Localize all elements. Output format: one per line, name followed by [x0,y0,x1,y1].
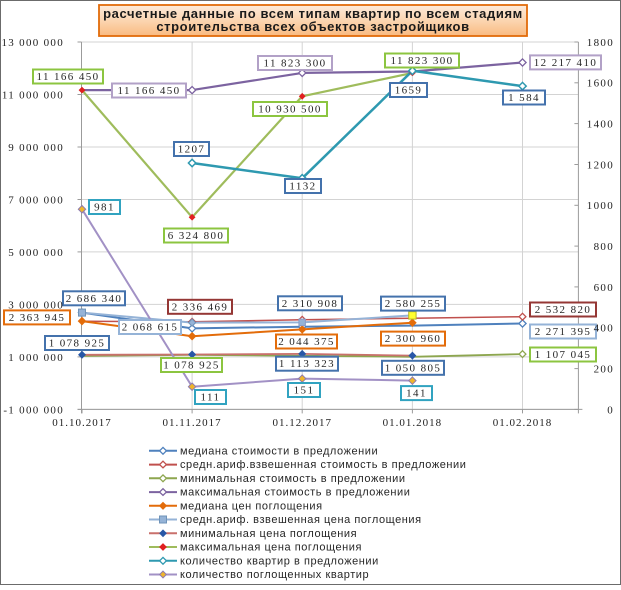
svg-text:2 044 375: 2 044 375 [278,336,335,348]
svg-text:2 532 820: 2 532 820 [535,304,592,316]
svg-text:2 068 615: 2 068 615 [122,322,179,334]
svg-text:1200: 1200 [587,159,614,171]
svg-text:13 000 000: 13 000 000 [2,37,65,49]
svg-text:1400: 1400 [587,119,614,131]
svg-text:11 166 450: 11 166 450 [36,71,99,83]
svg-text:минимальная стоимость в предло: минимальная стоимость в предложении [180,473,406,485]
svg-text:981: 981 [94,202,115,214]
svg-text:2 310 908: 2 310 908 [282,298,339,310]
svg-text:151: 151 [294,385,315,397]
svg-text:1 107 045: 1 107 045 [535,349,592,361]
svg-text:1000: 1000 [587,200,614,212]
svg-text:1800: 1800 [587,37,614,49]
svg-text:01.11.2017: 01.11.2017 [163,417,222,429]
svg-text:2 336 469: 2 336 469 [172,301,229,313]
svg-text:1 113 323: 1 113 323 [279,358,335,370]
svg-text:5 000 000: 5 000 000 [8,247,64,259]
svg-text:12 217 410: 12 217 410 [534,57,598,69]
svg-text:7 000 000: 7 000 000 [8,194,64,206]
svg-text:01.12.2017: 01.12.2017 [272,417,332,429]
svg-text:1207: 1207 [178,144,206,156]
svg-text:1 584: 1 584 [508,92,540,104]
svg-text:01.02.2018: 01.02.2018 [493,417,553,429]
svg-text:медиана цен поглощения: медиана цен поглощения [180,500,323,512]
svg-text:2 363 945: 2 363 945 [9,312,66,324]
svg-text:141: 141 [406,388,427,400]
svg-text:200: 200 [594,364,614,376]
svg-text:расчетные данные по всем типам: расчетные данные по всем типам квартир п… [103,6,523,21]
svg-text:11 823 300: 11 823 300 [390,55,453,67]
svg-text:средн.ариф.взвешенная стоимост: средн.ариф.взвешенная стоимость в предло… [180,459,466,471]
svg-text:400: 400 [594,323,614,335]
svg-text:01.10.2017: 01.10.2017 [52,417,112,429]
svg-text:-1 000 000: -1 000 000 [3,404,64,416]
svg-text:3 000 000: 3 000 000 [8,299,64,311]
svg-text:111: 111 [201,392,221,404]
svg-text:1 000 000: 1 000 000 [8,352,64,364]
svg-text:2 271 395: 2 271 395 [535,326,592,338]
svg-text:строительства всех объектов за: строительства всех объектов застройщиков [156,19,469,34]
svg-text:1 050 805: 1 050 805 [385,362,442,374]
svg-text:минимальная цена поглощения: минимальная цена поглощения [180,528,357,540]
svg-text:количество поглощенных квартир: количество поглощенных квартир [180,569,369,581]
svg-text:1 078 925: 1 078 925 [49,338,106,350]
svg-text:2 686 340: 2 686 340 [66,293,123,305]
svg-text:1132: 1132 [289,181,316,193]
svg-text:11 166 450: 11 166 450 [117,85,180,97]
svg-text:01.01.2018: 01.01.2018 [383,417,443,429]
svg-text:средн.ариф. взвешенная цена по: средн.ариф. взвешенная цена поглощения [180,514,422,526]
svg-text:10 930 500: 10 930 500 [258,104,322,116]
svg-text:9 000 000: 9 000 000 [8,142,64,154]
svg-text:максимальная цена поглощения: максимальная цена поглощения [180,542,362,554]
svg-text:11 000 000: 11 000 000 [2,89,64,101]
svg-text:6 324 800: 6 324 800 [168,230,225,242]
svg-text:максимальная стоимость в предл: максимальная стоимость в предложении [180,487,410,499]
svg-text:600: 600 [594,282,614,294]
svg-text:11 823 300: 11 823 300 [263,58,326,70]
svg-text:1600: 1600 [587,78,614,90]
svg-text:2 580 255: 2 580 255 [385,298,442,310]
svg-text:1 078 925: 1 078 925 [163,360,220,372]
svg-text:2 300 960: 2 300 960 [385,333,442,345]
svg-text:800: 800 [594,241,614,253]
svg-text:1659: 1659 [395,85,423,97]
svg-text:медиана стоимости в предложени: медиана стоимости в предложении [180,445,378,457]
svg-text:количество квартир в предложен: количество квартир в предложении [180,555,379,567]
svg-text:0: 0 [607,404,614,416]
